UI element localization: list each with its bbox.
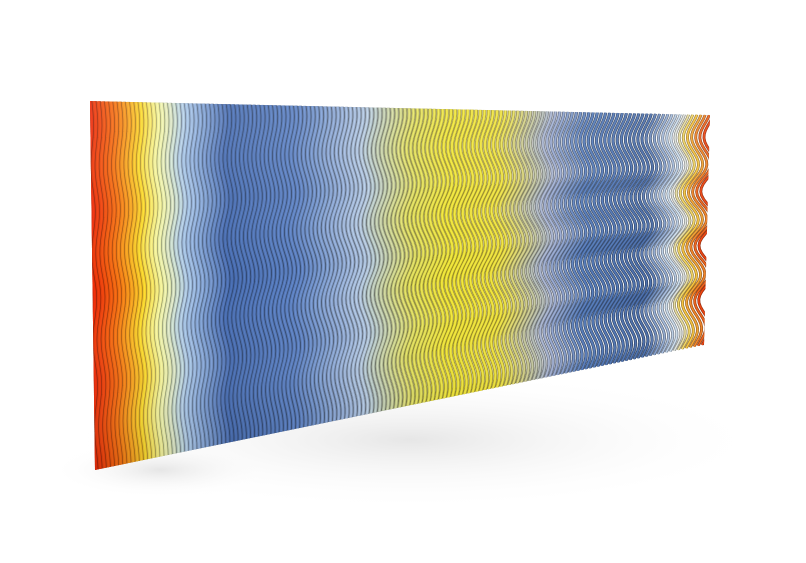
wall-shading [90, 101, 710, 470]
